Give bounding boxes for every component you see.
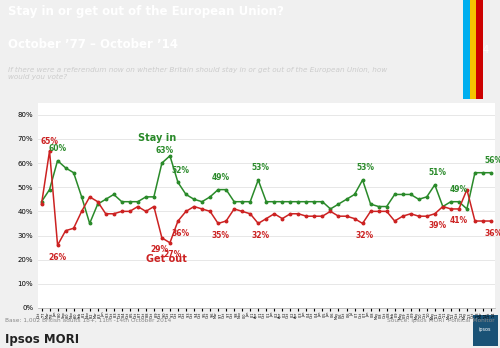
Text: If there were a referendum now on whether Britain should stay in or get out of t: If there were a referendum now on whethe… [8,66,386,80]
Text: 35%: 35% [212,231,230,240]
Text: Stay in: Stay in [138,133,176,143]
Text: 56%: 56% [484,156,500,165]
Text: 53%: 53% [252,163,270,172]
Text: 27%: 27% [163,250,182,259]
Bar [463,0,469,99]
Text: October ’77 – October ’14: October ’77 – October ’14 [8,38,177,51]
Text: 51%: 51% [428,168,446,177]
Text: Get out: Get out [146,254,186,264]
Text: 32%: 32% [356,231,374,240]
Bar [472,315,498,346]
Text: 53%: 53% [356,163,374,172]
Bar [476,0,482,99]
Text: Stay in or get out of the European Union?: Stay in or get out of the European Union… [8,5,283,18]
Text: 26%: 26% [48,253,66,262]
Text: Base: 1,002 British adults 18+, 11th -14th October 2014: Base: 1,002 British adults 18+, 11th -14… [5,318,171,323]
Text: 65%: 65% [40,137,58,146]
Text: 4: 4 [483,45,489,55]
Text: 36%: 36% [172,229,190,238]
Text: 41%: 41% [450,216,468,226]
Text: 49%: 49% [212,173,230,182]
Text: 52%: 52% [172,166,190,175]
Text: 39%: 39% [428,221,446,230]
Text: 36%: 36% [484,229,500,238]
Text: 63%: 63% [156,147,174,156]
Text: ipsos: ipsos [479,327,491,332]
Bar [470,0,476,99]
Text: 49%: 49% [450,185,468,194]
Text: 32%: 32% [252,231,270,240]
Text: Ipsos MORI: Ipsos MORI [5,333,79,346]
Text: 29%: 29% [150,245,168,254]
Text: 60%: 60% [48,144,66,153]
Text: Source: Ipsos MORI  Political Monitor: Source: Ipsos MORI Political Monitor [388,318,495,323]
